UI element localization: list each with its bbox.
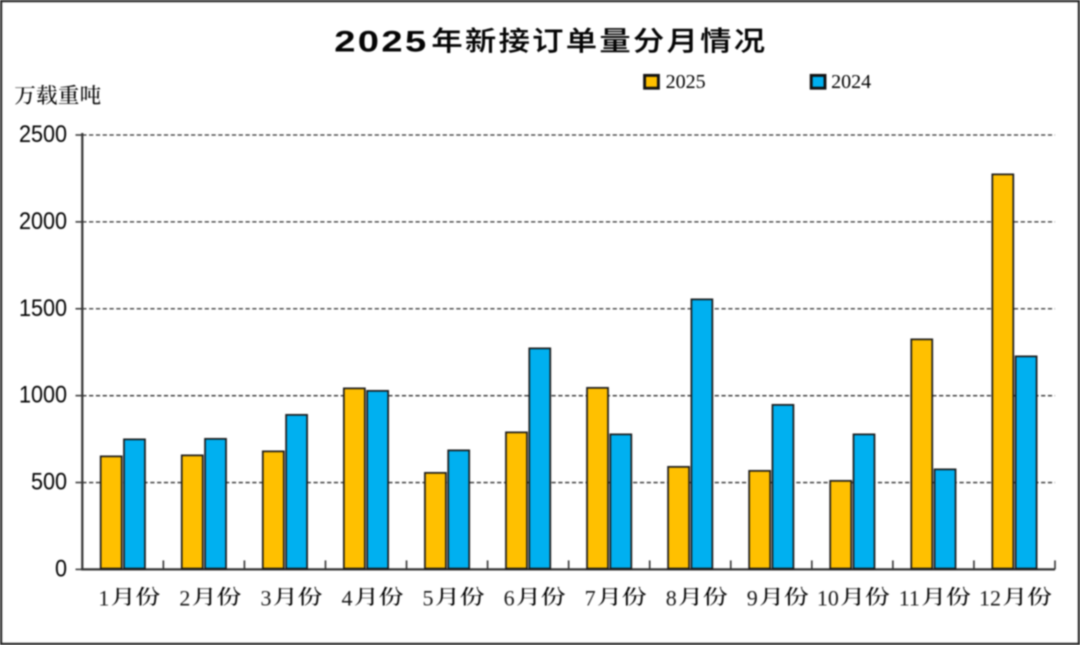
svg-text:1500: 1500 [19,294,67,321]
svg-text:3: 3 [260,586,271,611]
svg-text:2025: 2025 [334,25,428,58]
svg-text:10: 10 [817,586,839,611]
svg-text:5: 5 [423,586,434,611]
svg-text:2024: 2024 [831,71,871,93]
svg-text:2: 2 [179,586,190,611]
svg-text:7: 7 [585,586,596,611]
svg-text:0: 0 [55,554,67,581]
svg-text:12: 12 [979,586,1001,611]
svg-text:2025: 2025 [666,71,706,93]
svg-text:1000: 1000 [19,381,67,408]
svg-text:11: 11 [899,586,920,611]
svg-text:6: 6 [504,586,515,611]
svg-text:500: 500 [31,467,67,494]
svg-text:2500: 2500 [19,120,67,147]
svg-text:9: 9 [747,586,758,611]
svg-text:2000: 2000 [19,207,67,234]
svg-text:8: 8 [666,586,677,611]
svg-text:1: 1 [98,586,109,611]
svg-text:4: 4 [342,586,353,611]
